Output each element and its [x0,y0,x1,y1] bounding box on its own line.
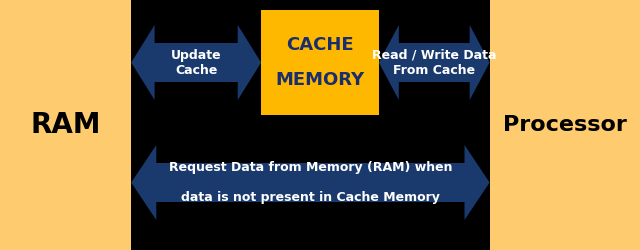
Text: Request Data from Memory (RAM) when: Request Data from Memory (RAM) when [169,161,452,174]
FancyBboxPatch shape [0,0,131,250]
Text: MEMORY: MEMORY [275,71,365,89]
Text: Read / Write Data
From Cache: Read / Write Data From Cache [372,48,497,76]
Polygon shape [131,145,490,220]
Text: Processor: Processor [503,115,627,135]
FancyBboxPatch shape [261,10,380,115]
Text: RAM: RAM [30,111,101,139]
FancyBboxPatch shape [490,0,640,250]
Text: Update
Cache: Update Cache [171,48,221,76]
Polygon shape [131,25,261,100]
Text: data is not present in Cache Memory: data is not present in Cache Memory [181,191,440,204]
Text: CACHE: CACHE [286,36,354,54]
Polygon shape [379,25,490,100]
